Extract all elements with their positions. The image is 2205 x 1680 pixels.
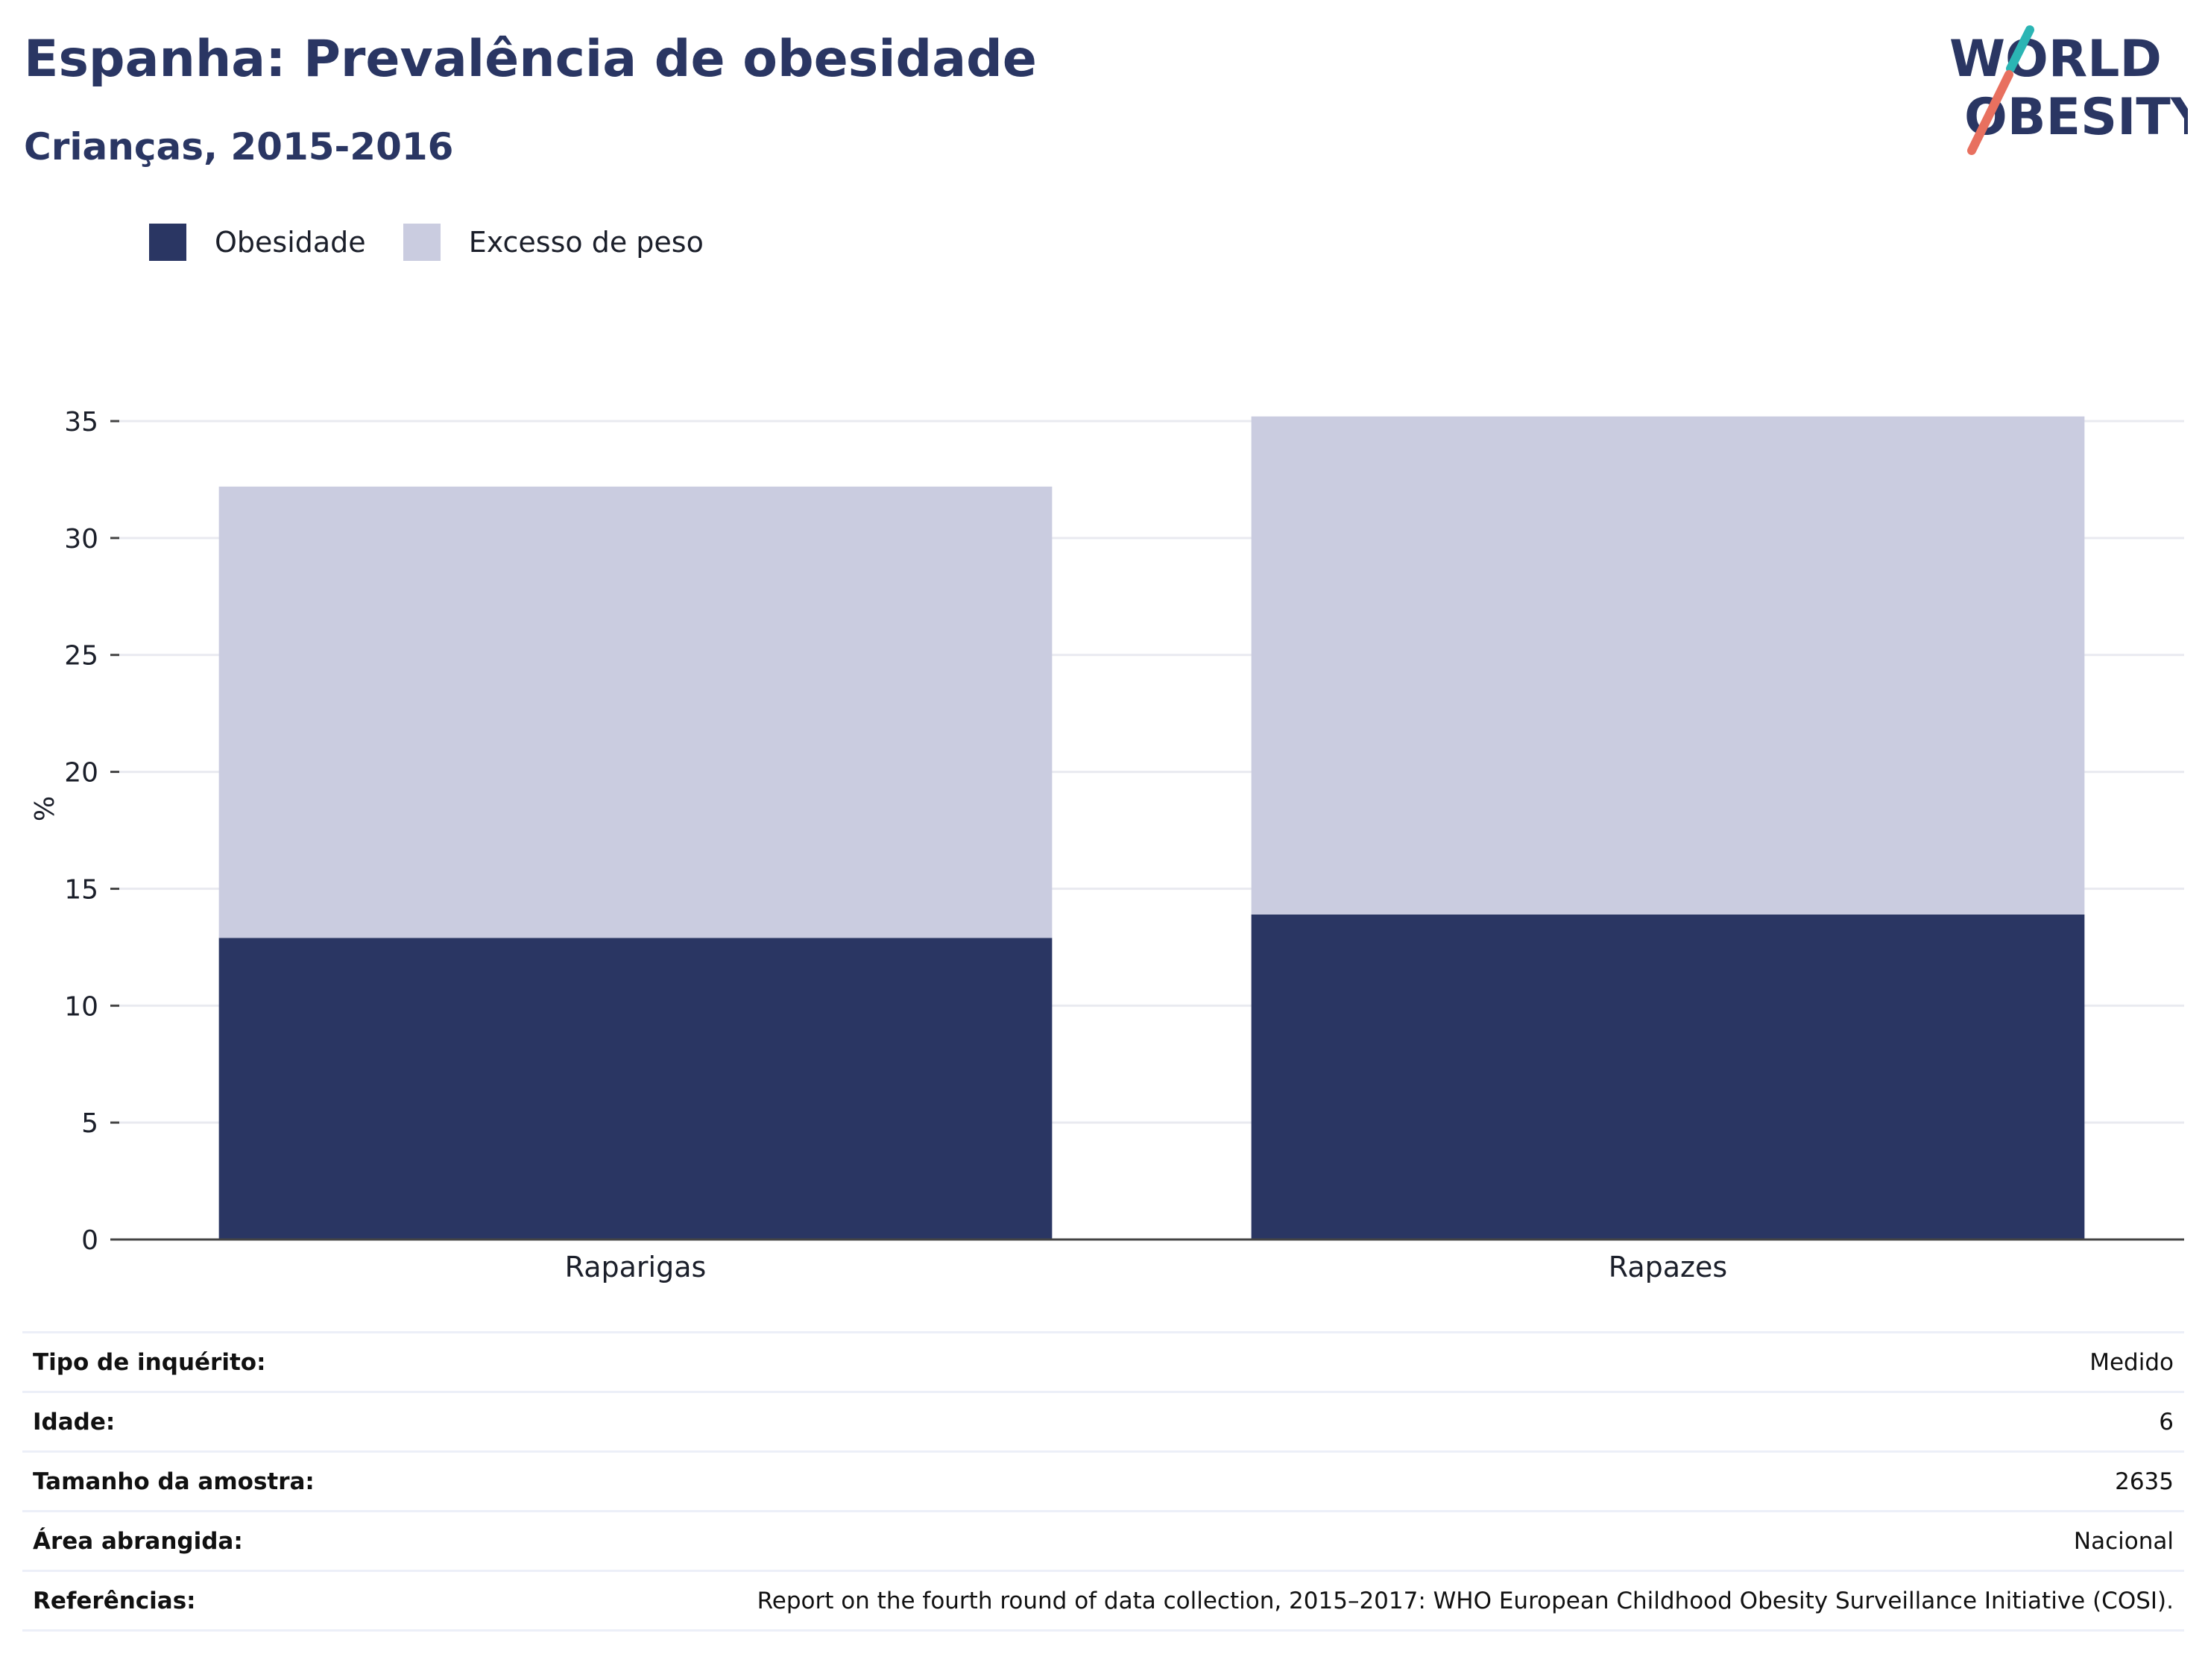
metadata-label: Área abrangida: [33,1527,243,1555]
x-category-label: Rapazes [1609,1251,1727,1283]
world-obesity-logo: WORLD OBESITY [1949,25,2188,155]
y-tick-label: 10 [64,991,98,1022]
logo-line-world: WORLD [1949,30,2162,89]
metadata-value: Report on the fourth round of data colle… [757,1587,2174,1614]
x-axis-labels: Raparigas Rapazes [565,1251,1728,1283]
y-tick-label: 25 [64,641,98,672]
bars [218,416,2085,1240]
logo-teal-slash [2006,25,2034,73]
legend-label-obesidade: Obesidade [215,226,366,259]
metadata-row: Referências: Report on the fourth round o… [22,1572,2184,1632]
metadata-label: Tamanho da amostra: [33,1468,315,1495]
chart-title: Espanha: Prevalência de obesidade [24,30,1037,89]
metadata-value: Medido [2089,1348,2174,1376]
metadata-label: Tipo de inquérito: [33,1348,266,1376]
metadata-row: Idade: 6 [22,1393,2184,1453]
legend: Obesidade Excesso de peso [149,220,741,265]
y-tick-label: 20 [64,758,98,789]
y-tick-label: 5 [81,1108,98,1139]
legend-swatch-excesso-de-peso [403,224,441,261]
legend-item-excesso-de-peso[interactable]: Excesso de peso [403,224,704,261]
y-tick-label: 15 [64,874,98,905]
bar-excesso-de-peso-rapazes[interactable] [1251,416,2085,915]
metadata-label: Idade: [33,1408,116,1436]
x-category-label: Raparigas [565,1251,707,1283]
logo-coral-slash [1967,70,2013,155]
metadata-value: 6 [2159,1408,2174,1436]
y-tick-label: 35 [64,407,98,438]
y-tick-label: 30 [64,524,98,555]
legend-label-excesso-de-peso: Excesso de peso [468,226,704,259]
bar-obesidade-raparigas[interactable] [218,938,1053,1240]
y-tick-label: 0 [81,1225,98,1256]
y-axis-label: % [30,796,60,821]
metadata-table: Tipo de inquérito: Medido Idade: 6 Tamanho d… [22,1331,2184,1632]
metadata-value: Nacional [2073,1527,2174,1555]
legend-item-obesidade[interactable]: Obesidade [149,224,366,261]
metadata-label: Referências: [33,1587,196,1614]
metadata-row: Tipo de inquérito: Medido [22,1333,2184,1393]
metadata-value: 2635 [2115,1468,2174,1495]
metadata-row: Área abrangida: Nacional [22,1512,2184,1572]
bar-obesidade-rapazes[interactable] [1251,914,2085,1240]
chart-subtitle: Crianças, 2015-2016 [24,125,454,168]
legend-swatch-obesidade [149,224,186,261]
bar-excesso-de-peso-raparigas[interactable] [218,486,1053,938]
stacked-bar-chart: 0 5 10 15 20 25 30 35 Raparigas Rapazes % [30,407,2184,1283]
metadata-row: Tamanho da amostra: 2635 [22,1453,2184,1512]
y-axis-ticks: 0 5 10 15 20 25 30 35 [64,407,119,1256]
